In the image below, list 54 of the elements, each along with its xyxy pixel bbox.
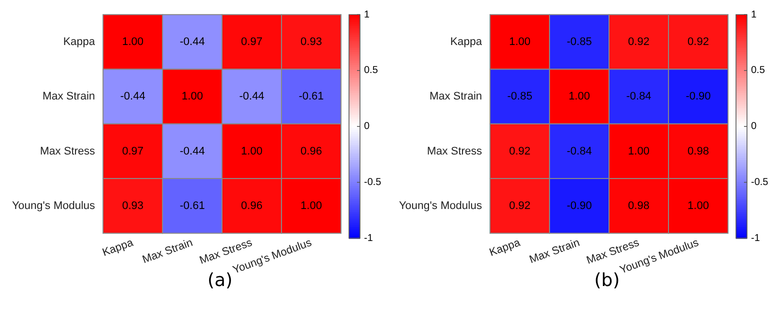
- data-label: -0.44: [180, 36, 205, 48]
- data-label: -0.84: [566, 145, 592, 158]
- data-label: -0.85: [566, 36, 592, 48]
- color-bar-label: 0: [751, 121, 757, 132]
- data-label: -0.61: [180, 200, 205, 212]
- data-label: 1.00: [688, 200, 709, 212]
- data-label: 0.97: [241, 36, 262, 48]
- data-label: -0.44: [239, 90, 264, 103]
- data-label: 1.00: [568, 90, 590, 103]
- data-label: 1.00: [241, 145, 262, 158]
- data-label: -0.90: [566, 200, 592, 212]
- data-label: 1.00: [300, 200, 322, 212]
- y-tick-label: Max Strain: [429, 90, 482, 103]
- y-tick-label: Max Stress: [40, 145, 96, 158]
- y-tick-label: Kappa: [450, 36, 483, 48]
- data-label: -0.84: [626, 90, 652, 103]
- y-tick-label: Max Strain: [42, 90, 96, 103]
- color-bar-label: 1: [751, 9, 757, 20]
- color-bar-label: -1: [751, 232, 760, 244]
- data-label: 0.92: [509, 145, 530, 158]
- color-bar-label: 0.5: [751, 65, 766, 76]
- data-label: 0.93: [122, 200, 144, 212]
- data-label: 1.00: [122, 36, 144, 48]
- data-label: 0.92: [688, 36, 709, 48]
- data-label: 0.98: [688, 145, 709, 158]
- x-tick-label: Max Strain: [528, 236, 582, 266]
- data-label: 0.97: [122, 145, 144, 158]
- data-label: 0.96: [300, 145, 322, 158]
- y-tick-label: Young's Modulus: [398, 200, 483, 212]
- data-label: 1.00: [509, 36, 530, 48]
- data-label: -0.61: [298, 90, 324, 103]
- data-label: -0.90: [686, 90, 711, 103]
- color-bar-label: -0.5: [751, 177, 769, 188]
- data-label: 0.98: [628, 200, 650, 212]
- color-bar-label: -1: [364, 232, 374, 244]
- data-label: -0.44: [180, 145, 205, 158]
- y-tick-label: Young's Modulus: [12, 200, 96, 212]
- data-label: 0.93: [300, 36, 322, 48]
- x-tick-label: Kappa: [100, 236, 136, 259]
- y-tick-label: Kappa: [63, 36, 96, 48]
- color-bar-label: -0.5: [364, 177, 382, 188]
- color-bar-label: 0: [364, 121, 370, 132]
- data-label: 0.92: [509, 200, 530, 212]
- data-label: -0.44: [120, 90, 146, 103]
- data-label: -0.85: [507, 90, 532, 103]
- y-tick-label: Max Stress: [427, 145, 483, 158]
- x-tick-label: Max Strain: [140, 236, 194, 266]
- data-label: 0.92: [628, 36, 650, 48]
- color-bar-label: 0.5: [364, 65, 378, 76]
- data-label: 0.96: [241, 200, 262, 212]
- color-bar-label: 1: [364, 9, 370, 20]
- data-label: 1.00: [182, 90, 203, 103]
- data-label: 1.00: [628, 145, 650, 158]
- x-tick-label: Kappa: [488, 236, 523, 259]
